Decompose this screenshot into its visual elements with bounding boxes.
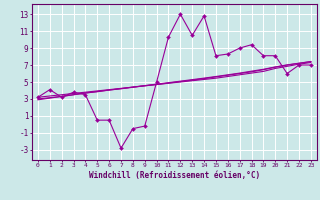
X-axis label: Windchill (Refroidissement éolien,°C): Windchill (Refroidissement éolien,°C): [89, 171, 260, 180]
